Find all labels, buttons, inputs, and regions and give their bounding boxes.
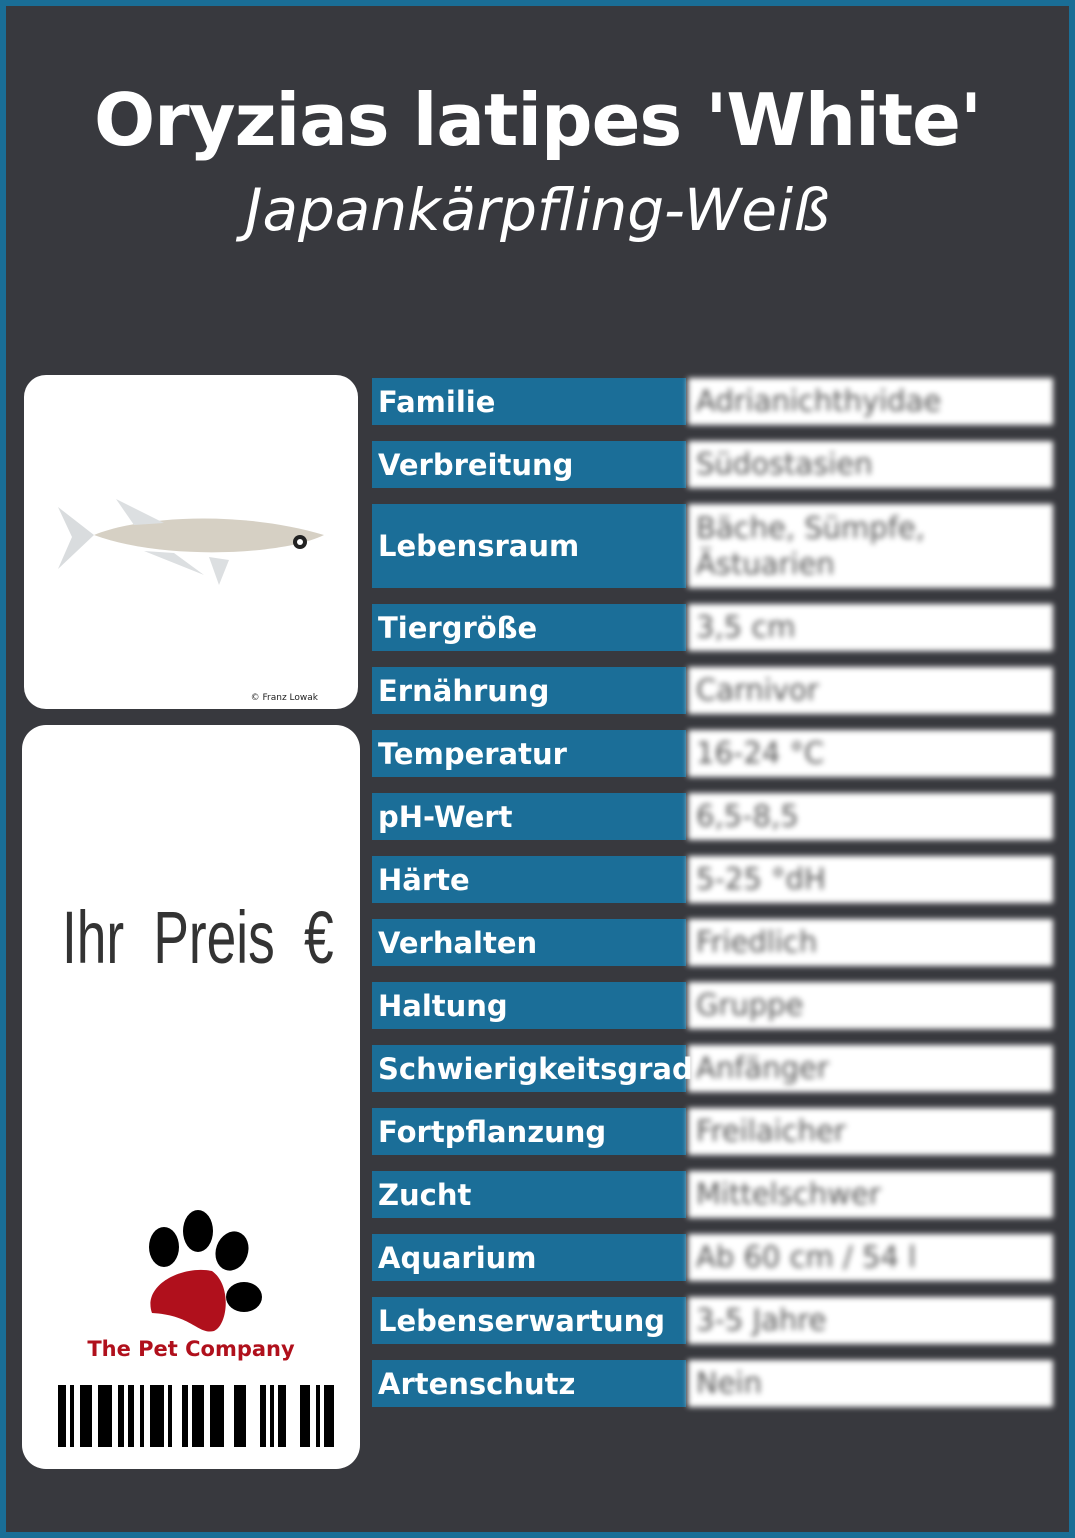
row-value: Nein xyxy=(688,1360,1053,1407)
table-row: Ernährung Carnivor xyxy=(372,667,1053,714)
row-value: 6,5-8,5 xyxy=(688,793,1053,840)
row-label: Schwierigkeitsgrad xyxy=(372,1045,693,1092)
barcode-icon xyxy=(58,1385,334,1447)
price-box: Ihr Preis € The Pet Company xyxy=(22,725,360,1469)
row-label: Haltung xyxy=(372,982,686,1029)
row-value: Anfänger xyxy=(688,1045,1053,1092)
row-label: Fortpflanzung xyxy=(372,1108,686,1155)
table-row: Lebenserwartung 3-5 Jahre xyxy=(372,1297,1053,1344)
row-label: Tiergröße xyxy=(372,604,686,651)
table-row: Verbreitung Südostasien xyxy=(372,441,1053,488)
row-value: Freilaicher xyxy=(688,1108,1053,1155)
row-label: pH-Wert xyxy=(372,793,686,840)
row-value: Gruppe xyxy=(688,982,1053,1029)
characteristics-table: Familie Adrianichthyidae Verbreitung Südost… xyxy=(372,378,1053,1407)
price-label: Ihr Preis € xyxy=(62,896,334,979)
row-value: Ab 60 cm / 54 l xyxy=(688,1234,1053,1281)
table-row: Familie Adrianichthyidae xyxy=(372,378,1053,425)
row-label: Aquarium xyxy=(372,1234,686,1281)
row-label: Ernährung xyxy=(372,667,686,714)
row-label: Verbreitung xyxy=(372,441,686,488)
paw-logo-icon xyxy=(149,1210,262,1332)
table-row: Temperatur 16-24 °C xyxy=(372,730,1053,777)
photo-credit: © Franz Lowak xyxy=(250,693,318,703)
row-value: Friedlich xyxy=(688,919,1053,966)
row-value: 3,5 cm xyxy=(688,604,1053,651)
row-value: Adrianichthyidae xyxy=(688,378,1053,425)
table-row: Haltung Gruppe xyxy=(372,982,1053,1029)
row-label: Familie xyxy=(372,378,686,425)
table-row: Lebensraum Bäche, Sümpfe, Ästuarien xyxy=(372,504,1053,588)
scientific-name: Oryzias latipes 'White' xyxy=(93,78,982,162)
row-value: Carnivor xyxy=(688,667,1053,714)
row-label: Lebenserwartung xyxy=(372,1297,686,1344)
common-name: Japankärpfling-Weiß xyxy=(245,176,830,244)
row-value: 5-25 °dH xyxy=(688,856,1053,903)
table-row: Zucht Mittelschwer xyxy=(372,1171,1053,1218)
table-row: Artenschutz Nein xyxy=(372,1360,1053,1407)
row-label: Verhalten xyxy=(372,919,686,966)
table-row: Schwierigkeitsgrad Anfänger xyxy=(372,1045,1053,1092)
table-row: pH-Wert 6,5-8,5 xyxy=(372,793,1053,840)
row-value: Bäche, Sümpfe, Ästuarien xyxy=(688,504,1053,588)
row-label: Härte xyxy=(372,856,686,903)
row-label: Temperatur xyxy=(372,730,686,777)
row-label: Zucht xyxy=(372,1171,686,1218)
row-label: Lebensraum xyxy=(372,504,686,588)
table-row: Härte 5-25 °dH xyxy=(372,856,1053,903)
table-row: Tiergröße 3,5 cm xyxy=(372,604,1053,651)
fish-card: Oryzias latipes 'White' Japankärpfling-W… xyxy=(6,6,1069,1532)
brand-name: The Pet Company xyxy=(87,1337,295,1361)
row-value: Mittelschwer xyxy=(688,1171,1053,1218)
row-value: 16-24 °C xyxy=(688,730,1053,777)
table-row: Aquarium Ab 60 cm / 54 l xyxy=(372,1234,1053,1281)
fish-photo: © Franz Lowak xyxy=(24,375,358,709)
row-value: 3-5 Jahre xyxy=(688,1297,1053,1344)
table-row: Fortpflanzung Freilaicher xyxy=(372,1108,1053,1155)
table-row: Verhalten Friedlich xyxy=(372,919,1053,966)
row-label: Artenschutz xyxy=(372,1360,686,1407)
fish-image xyxy=(58,499,324,585)
row-value: Südostasien xyxy=(688,441,1053,488)
